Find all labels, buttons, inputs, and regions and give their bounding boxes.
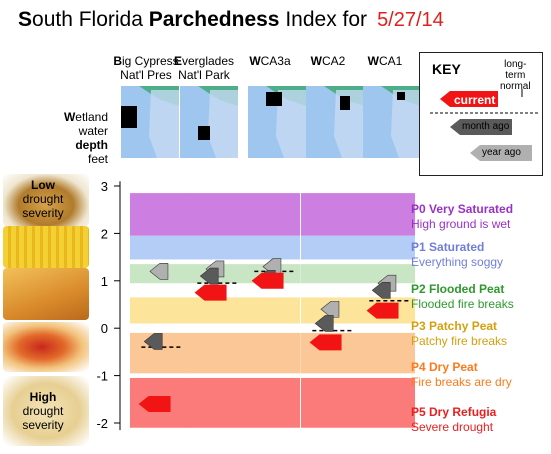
legend-p5: P5 Dry Refugia Severe drought [411,405,497,434]
band-p3 [243,297,300,324]
key-current-label: current [454,93,496,107]
band-p1 [301,235,358,260]
report-date: 5/27/14 [377,9,444,31]
band-p0 [243,193,300,236]
band-p3 [130,297,187,324]
chips-salsa-image [3,322,89,372]
region-label-wca2: WCA2 [310,54,346,68]
month-ago-marker [143,333,163,350]
month-ago-marker [314,315,334,332]
key-year-ago-icon [470,145,532,161]
current-marker [366,302,399,319]
low-severity-label: Low drought severity [22,178,64,220]
legend-p0: P0 Very Saturated High ground is wet [411,202,514,231]
y-tick-label: -1 [96,369,108,384]
band-p4 [243,332,300,374]
key-long-term-normal-label: long-term normal [500,59,531,92]
popcorn-image [3,376,89,446]
band-p4 [186,332,243,374]
y-tick-label: 0 [101,321,108,336]
band-p2 [358,264,415,284]
region-label-wca3a: WCA3a [249,54,291,68]
band-p3 [186,297,243,324]
key-month-ago-label: month ago [462,121,510,132]
band-p1 [130,235,187,260]
key-month-ago-icon [450,119,512,135]
region-label-big-cypress: Big Cypress Nat'l Pres [113,54,179,82]
soup-image [3,174,89,226]
legend-p3: P3 Patchy Peat Patchy fire breaks [411,319,508,348]
band-p0 [301,193,358,236]
y-tick-label: -2 [96,416,108,431]
corn-image [3,226,89,268]
band-p2 [301,264,358,284]
key-box: KEY long-term normal current month ago ye… [419,52,543,176]
page-title: South Florida Parchedness Index for 5/27/… [18,8,444,31]
band-p4 [358,332,415,374]
current-marker [194,284,227,301]
key-symbols [430,89,538,161]
y-tick-label: 3 [101,179,108,194]
map-wca3a [248,86,306,158]
band-p5 [243,377,300,428]
band-p5 [301,377,358,428]
band-p1 [358,235,415,260]
current-marker [138,396,171,413]
region-label-everglades: Everglades Nat'l Park [173,54,235,82]
region-label-wca1: WCA1 [367,54,403,68]
year-ago-marker [149,263,169,280]
band-p0 [130,193,187,236]
band-p5 [186,377,243,428]
y-tick-label: 1 [101,274,108,289]
band-p5 [358,377,415,428]
month-ago-marker [371,281,391,299]
high-severity-label: High drought severity [22,390,64,432]
band-p0 [358,193,415,236]
map-wca2 [306,86,364,158]
y-tick-label: 2 [101,226,108,241]
month-ago-marker [199,267,219,285]
key-current-icon [440,91,498,107]
key-title: KEY [432,61,461,77]
legend-p2: P2 Flooded Peat Flooded fire breaks [411,282,514,311]
legend-p4: P4 Dry Peat Fire breaks are dry [411,360,512,389]
band-p0 [186,193,243,236]
key-year-ago-label: year ago [482,147,521,158]
band-p1 [186,235,243,260]
cornbread-image [3,268,89,320]
current-marker [309,334,342,351]
legend-p1: P1 Saturated Everything soggy [411,240,504,269]
band-p1 [243,235,300,260]
map-big-cypress [121,86,179,158]
current-marker [251,272,284,289]
map-wca1 [363,86,421,158]
map-everglades [180,86,238,158]
y-axis-label: Wetland water depth feet [63,110,108,166]
